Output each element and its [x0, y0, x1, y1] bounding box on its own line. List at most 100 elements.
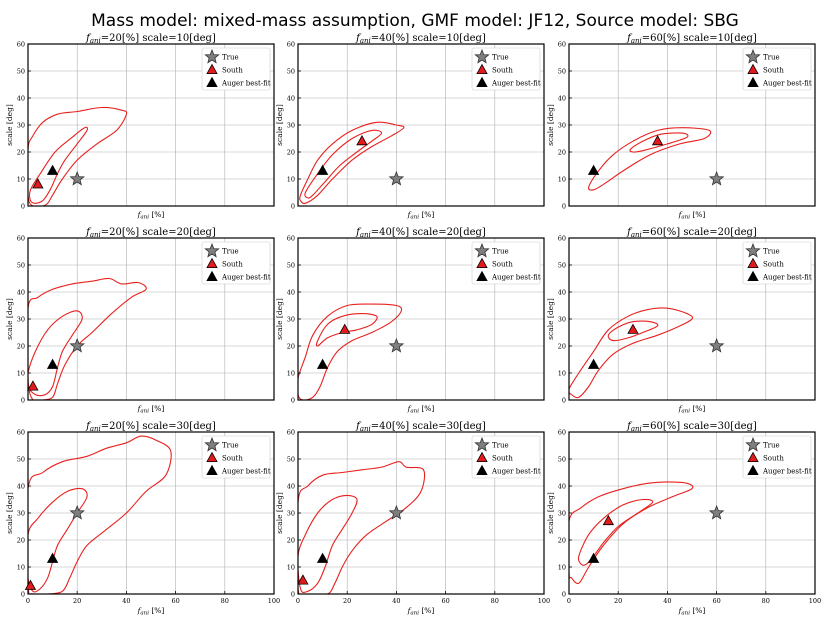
auger-marker [316, 358, 329, 369]
y-tick-label: 60 [17, 429, 25, 437]
panel-title-sub: ani [360, 425, 371, 433]
y-tick-label: 30 [558, 316, 566, 324]
south-marker [627, 323, 639, 334]
y-tick-label: 10 [287, 564, 295, 572]
x-axis-label-f: f [407, 210, 412, 219]
legend-true-icon [474, 48, 490, 64]
y-tick-label: 60 [558, 235, 566, 243]
y-tick-label: 60 [287, 429, 295, 437]
x-tick-label: 20 [343, 597, 351, 605]
x-axis-label-sub: ani [140, 215, 149, 221]
panel-title-sub: ani [360, 231, 371, 239]
panel-title-f: f [85, 421, 92, 432]
y-tick-label: 20 [287, 537, 295, 545]
auger-marker [587, 164, 600, 175]
x-axis-label-f: f [407, 606, 412, 615]
contour-outer [298, 461, 426, 594]
legend-south-icon [747, 451, 759, 463]
contour-outer [588, 127, 712, 191]
x-axis-label-f: f [137, 210, 142, 219]
panel-title-rest: =40[%] scale=30[deg] [371, 421, 486, 432]
x-tick-label: 80 [491, 597, 499, 605]
x-tick-label: 20 [614, 597, 622, 605]
y-tick-label: 0 [291, 203, 295, 211]
legend-box [742, 435, 812, 479]
y-tick-label: 40 [17, 289, 25, 297]
x-tick-label: 0 [567, 597, 571, 605]
y-tick-label: 0 [291, 591, 295, 599]
legend: True South Auger best-fit [471, 241, 541, 285]
legend-box [201, 241, 271, 285]
contour-inner [28, 487, 88, 593]
x-tick-label: 0 [296, 597, 300, 605]
x-axis-label-unit: [%] [419, 606, 434, 615]
legend-true-icon [204, 48, 220, 64]
contour-group [28, 106, 128, 206]
contour-group [569, 481, 694, 585]
panel-title-f: f [355, 421, 362, 432]
y-tick-label: 40 [287, 483, 295, 491]
x-axis-label-sub: ani [681, 409, 690, 415]
y-tick-label: 10 [287, 176, 295, 184]
legend-label: South [763, 67, 784, 75]
y-tick-label: 50 [287, 262, 295, 270]
x-axis-label-unit: [%] [690, 210, 705, 219]
legend-label: True [492, 248, 509, 256]
contour-group [588, 127, 712, 191]
panel-title-sub: ani [90, 425, 101, 433]
contour-outer [569, 307, 694, 399]
legend-true-icon [204, 242, 220, 258]
y-tick-label: 40 [17, 95, 25, 103]
true-marker [388, 170, 405, 186]
y-tick-label: 20 [17, 537, 25, 545]
panel-title: fani=40[%] scale=10[deg] [355, 33, 486, 45]
legend-auger-icon [747, 270, 759, 282]
panel-title-rest: =20[%] scale=30[deg] [101, 421, 216, 432]
y-tick-label: 50 [17, 262, 25, 270]
y-tick-label: 50 [558, 262, 566, 270]
panel-title: fani=20[%] scale=30[deg] [85, 421, 216, 433]
x-axis-label-sub: ani [410, 409, 419, 415]
legend-label: Auger best-fit [762, 468, 812, 476]
legend-label: South [492, 455, 513, 463]
south-marker [339, 323, 351, 334]
y-tick-label: 20 [287, 149, 295, 157]
y-axis-label: scale [deg] [546, 104, 555, 146]
contour-inner [315, 313, 378, 347]
legend-true-icon [745, 436, 761, 452]
legend-auger-icon [476, 270, 488, 282]
contour-outer [28, 435, 172, 594]
x-tick-label: 40 [663, 597, 671, 605]
legend-south-icon [747, 257, 759, 269]
true-marker [708, 504, 725, 520]
y-tick-label: 10 [558, 370, 566, 378]
panel-title-rest: =40[%] scale=20[deg] [371, 227, 486, 238]
legend-south-icon [476, 257, 488, 269]
auger-marker [46, 164, 59, 175]
auger-marker [587, 358, 600, 369]
x-axis-label-unit: [%] [149, 606, 164, 615]
legend-auger-icon [747, 76, 759, 87]
y-axis-label: scale [deg] [275, 492, 284, 534]
legend-box [471, 47, 541, 91]
y-tick-label: 20 [558, 343, 566, 351]
legend-box [742, 47, 812, 91]
y-tick-label: 40 [17, 483, 25, 491]
legend-true-icon [745, 242, 761, 258]
legend-true-icon [204, 436, 220, 452]
x-axis-label: fani [%] [137, 404, 165, 415]
legend-label: South [763, 455, 784, 463]
y-tick-label: 10 [287, 370, 295, 378]
x-axis-label-unit: [%] [149, 210, 164, 219]
y-axis-label: scale [deg] [275, 298, 284, 340]
legend-south-icon [476, 451, 488, 463]
legend-label: South [763, 261, 784, 269]
x-tick-label: 100 [538, 597, 550, 605]
y-tick-label: 10 [558, 564, 566, 572]
panel-title-sub: ani [360, 37, 371, 45]
auger-marker [46, 358, 59, 369]
true-marker [388, 504, 405, 520]
legend-label: South [222, 455, 243, 463]
